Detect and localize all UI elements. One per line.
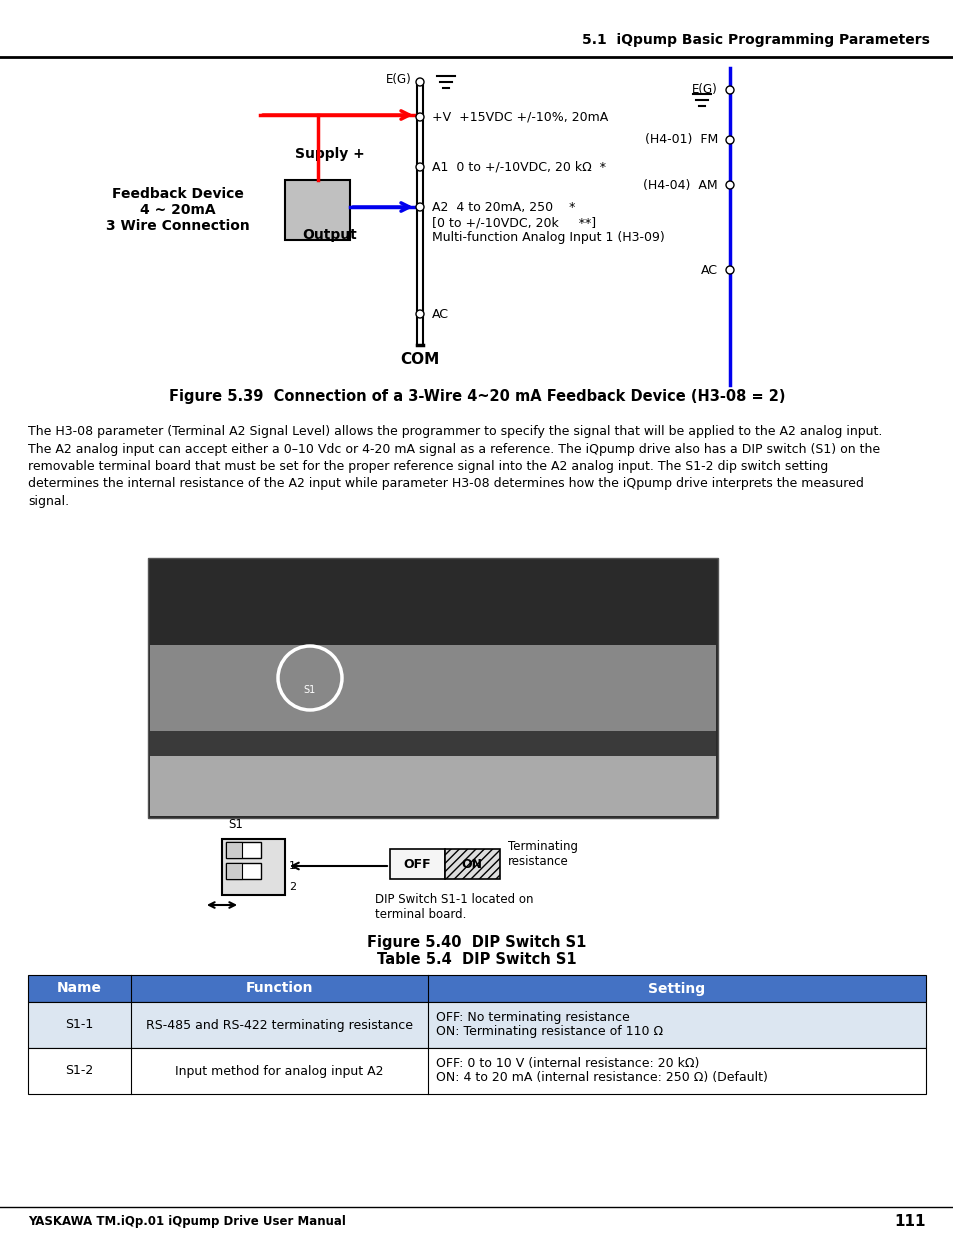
Text: ON: ON bbox=[461, 857, 482, 871]
Text: (H4-01)  FM: (H4-01) FM bbox=[644, 133, 718, 147]
Text: Input method for analog input A2: Input method for analog input A2 bbox=[175, 1065, 383, 1077]
Text: S1-1: S1-1 bbox=[66, 1019, 93, 1031]
Text: The H3-08 parameter (Terminal A2 Signal Level) allows the programmer to specify : The H3-08 parameter (Terminal A2 Signal … bbox=[28, 425, 882, 438]
Text: A2  4 to 20mA, 250    *: A2 4 to 20mA, 250 * bbox=[432, 200, 575, 214]
Bar bbox=[150, 756, 716, 816]
Text: YASKAWA TM.iQp.01 iQpump Drive User Manual: YASKAWA TM.iQp.01 iQpump Drive User Manu… bbox=[28, 1215, 346, 1229]
Text: 5.1  iQpump Basic Programming Parameters: 5.1 iQpump Basic Programming Parameters bbox=[581, 33, 929, 47]
Text: ON: Terminating resistance of 110 Ω: ON: Terminating resistance of 110 Ω bbox=[436, 1025, 662, 1039]
Circle shape bbox=[416, 112, 423, 121]
Circle shape bbox=[725, 182, 733, 189]
Circle shape bbox=[725, 266, 733, 274]
Circle shape bbox=[416, 203, 423, 211]
Circle shape bbox=[416, 163, 423, 170]
Bar bbox=[226, 842, 242, 858]
Bar bbox=[28, 974, 925, 1002]
Circle shape bbox=[725, 136, 733, 144]
Bar bbox=[390, 848, 444, 879]
Bar bbox=[226, 863, 261, 879]
Text: E(G): E(G) bbox=[386, 74, 412, 86]
Bar bbox=[28, 1049, 925, 1094]
Text: ON: 4 to 20 mA (internal resistance: 250 Ω) (Default): ON: 4 to 20 mA (internal resistance: 250… bbox=[436, 1072, 766, 1084]
Text: Name: Name bbox=[57, 982, 102, 995]
Circle shape bbox=[725, 86, 733, 94]
Text: S1: S1 bbox=[304, 685, 315, 695]
Bar bbox=[150, 730, 716, 816]
Bar bbox=[444, 848, 499, 879]
Bar bbox=[226, 842, 261, 858]
Text: Table 5.4  DIP Switch S1: Table 5.4 DIP Switch S1 bbox=[376, 952, 577, 967]
Text: OFF: No terminating resistance: OFF: No terminating resistance bbox=[436, 1011, 629, 1025]
Text: +V  +15VDC +/-10%, 20mA: +V +15VDC +/-10%, 20mA bbox=[432, 110, 608, 124]
Text: AC: AC bbox=[700, 263, 718, 277]
Text: DIP Switch S1-1 located on
terminal board.: DIP Switch S1-1 located on terminal boar… bbox=[375, 893, 533, 921]
Text: The A2 analog input can accept either a 0–10 Vdc or 4-20 mA signal as a referenc: The A2 analog input can accept either a … bbox=[28, 442, 880, 456]
Text: removable terminal board that must be set for the proper reference signal into t: removable terminal board that must be se… bbox=[28, 459, 827, 473]
Bar bbox=[222, 839, 285, 895]
Text: OFF: 0 to 10 V (internal resistance: 20 kΩ): OFF: 0 to 10 V (internal resistance: 20 … bbox=[436, 1057, 699, 1071]
Text: Output: Output bbox=[302, 228, 357, 242]
Text: S1: S1 bbox=[228, 819, 243, 831]
Bar bbox=[285, 180, 350, 240]
Text: signal.: signal. bbox=[28, 495, 69, 508]
Circle shape bbox=[416, 78, 423, 86]
Text: 1: 1 bbox=[289, 861, 295, 871]
Text: 2: 2 bbox=[289, 882, 295, 892]
Text: Terminating
resistance: Terminating resistance bbox=[507, 840, 578, 868]
Bar bbox=[28, 1002, 925, 1049]
Circle shape bbox=[416, 310, 423, 317]
Text: E(G): E(G) bbox=[692, 84, 718, 96]
Text: 111: 111 bbox=[894, 1214, 925, 1230]
Text: (H4-04)  AM: (H4-04) AM bbox=[642, 179, 718, 191]
Text: S1-2: S1-2 bbox=[66, 1065, 93, 1077]
Text: Figure 5.39  Connection of a 3-Wire 4~20 mA Feedback Device (H3-08 = 2): Figure 5.39 Connection of a 3-Wire 4~20 … bbox=[169, 389, 784, 405]
Text: Function: Function bbox=[246, 982, 313, 995]
Text: OFF: OFF bbox=[403, 857, 431, 871]
Text: Feedback Device
4 ~ 20mA
3 Wire Connection: Feedback Device 4 ~ 20mA 3 Wire Connecti… bbox=[106, 186, 250, 233]
Text: AC: AC bbox=[432, 308, 449, 321]
Text: A1  0 to +/-10VDC, 20 kΩ  *: A1 0 to +/-10VDC, 20 kΩ * bbox=[432, 161, 605, 173]
Text: Setting: Setting bbox=[647, 982, 704, 995]
Text: Supply +: Supply + bbox=[294, 147, 364, 161]
Text: [0 to +/-10VDC, 20k     **]: [0 to +/-10VDC, 20k **] bbox=[432, 216, 596, 230]
Bar bbox=[150, 645, 716, 731]
Text: Multi-function Analog Input 1 (H3-09): Multi-function Analog Input 1 (H3-09) bbox=[432, 231, 664, 245]
Bar bbox=[148, 558, 718, 818]
Text: determines the internal resistance of the A2 input while parameter H3-08 determi: determines the internal resistance of th… bbox=[28, 478, 863, 490]
Text: Figure 5.40  DIP Switch S1: Figure 5.40 DIP Switch S1 bbox=[367, 935, 586, 950]
Text: COM: COM bbox=[400, 352, 439, 368]
Text: RS-485 and RS-422 terminating resistance: RS-485 and RS-422 terminating resistance bbox=[146, 1019, 413, 1031]
Bar bbox=[226, 863, 242, 879]
